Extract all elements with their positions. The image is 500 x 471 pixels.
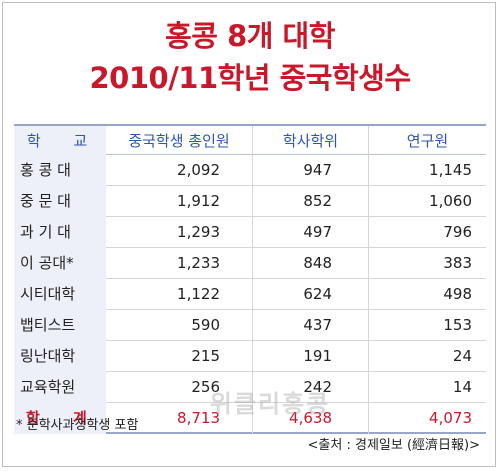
table-row: 중 문 대 1,912 852 1,060 [14, 186, 486, 217]
research-count: 383 [368, 248, 486, 279]
school-name: 시티대학 [14, 279, 106, 310]
header-total-students: 중국학생 총인원 [128, 132, 230, 150]
school-name: 뱁티스트 [14, 310, 106, 341]
total-students: 256 [191, 378, 220, 396]
bachelor-count: 437 [252, 310, 368, 341]
bachelor-sum: 4,638 [252, 403, 368, 434]
research-count: 1,060 [368, 186, 486, 217]
total-students: 1,912 [177, 192, 220, 210]
research-count: 498 [368, 279, 486, 310]
total-students: 1,122 [177, 285, 220, 303]
bachelor-count: 852 [252, 186, 368, 217]
total-students: 1,293 [177, 223, 220, 241]
title-line-2: 2010/11학년 중국학생수 [89, 61, 411, 95]
title-line-1: 홍콩 8개 대학 [165, 19, 335, 53]
table-row: 과 기 대 1,293 497 796 [14, 217, 486, 248]
school-name: 링난대학 [14, 341, 106, 372]
footnote: * 준학사과정학생 포함 [16, 418, 139, 433]
bachelor-count: 191 [252, 341, 368, 372]
source-credit: <출처 : 경제일보 (經濟日報)> [307, 438, 480, 453]
research-count: 1,145 [368, 155, 486, 186]
school-name: 과 기 대 [14, 217, 106, 248]
bachelor-count: 242 [252, 372, 368, 403]
table-row: 이 공대* 1,233 848 383 [14, 248, 486, 279]
total-students: 1,233 [177, 254, 220, 272]
bachelor-count: 848 [252, 248, 368, 279]
total-students: 2,092 [177, 161, 220, 179]
infographic-frame [2, 2, 496, 467]
total-students: 215 [191, 347, 220, 365]
research-sum: 4,073 [368, 403, 486, 434]
header-bachelor: 학사학위 [252, 126, 368, 157]
school-name: 중 문 대 [14, 186, 106, 217]
bachelor-count: 497 [252, 217, 368, 248]
research-count: 153 [368, 310, 486, 341]
total-students-sum: 8,713 [177, 409, 220, 427]
bachelor-count: 947 [252, 155, 368, 186]
total-label: 합 계 [14, 403, 106, 434]
research-count: 796 [368, 217, 486, 248]
table-row: 홍 콩 대 2,092 947 1,145 [14, 155, 486, 186]
table-row: 링난대학 215 191 24 [14, 341, 486, 372]
table-total-row: 합 계 8,713 4,638 4,073 [14, 403, 486, 434]
student-count-table: 학 교 중국학생 총인원 학사학위 연구원 홍 콩 대 2,092 947 1,… [14, 124, 486, 434]
table-row: 시티대학 1,122 624 498 [14, 279, 486, 310]
school-name: 이 공대* [14, 248, 106, 279]
research-count: 24 [368, 341, 486, 372]
header-school: 학 교 [14, 126, 106, 157]
total-students: 590 [191, 316, 220, 334]
table-row: 뱁티스트 590 437 153 [14, 310, 486, 341]
table-header-row: 학 교 중국학생 총인원 학사학위 연구원 [14, 124, 486, 157]
bachelor-count: 624 [252, 279, 368, 310]
table-row: 교육학원 256 242 14 [14, 372, 486, 403]
school-name: 교육학원 [14, 372, 106, 403]
research-count: 14 [368, 372, 486, 403]
header-research: 연구원 [368, 126, 486, 157]
school-name: 홍 콩 대 [14, 155, 106, 186]
